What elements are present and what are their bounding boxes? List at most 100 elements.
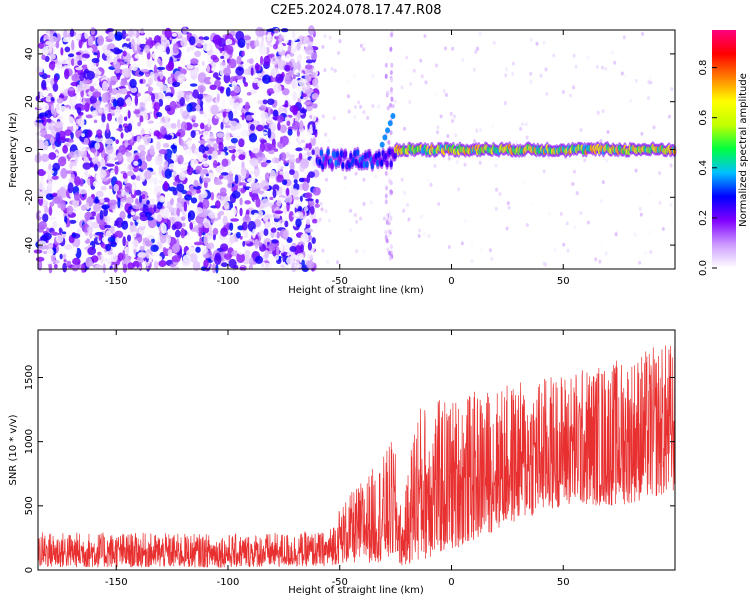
spectrogram-cell <box>91 221 100 229</box>
spectrogram-cell <box>387 35 391 41</box>
spectrogram-cell <box>387 140 391 146</box>
spectrogram-cell <box>272 83 282 94</box>
spectrogram-cells <box>33 25 677 274</box>
spectrogram-cell <box>247 66 251 76</box>
spectrogram-cell <box>195 103 201 112</box>
spectrogram-cell <box>443 46 447 51</box>
spectrogram-cell <box>202 186 206 195</box>
spectrogram-cell <box>186 103 193 113</box>
spectrogram-cell <box>105 38 113 43</box>
spectrogram-cell <box>214 254 222 265</box>
spectrogram-cell <box>356 149 360 157</box>
spectrogram-cell <box>94 264 104 269</box>
spectrogram-cell <box>382 134 388 141</box>
spectrogram-cell <box>195 246 201 253</box>
spectrogram-cell <box>176 207 180 218</box>
spectrogram-cell <box>548 211 552 216</box>
spectrogram-cell <box>170 122 177 129</box>
spectrogram-cell <box>139 79 144 84</box>
spectrogram-cell <box>605 158 609 163</box>
spectrogram-cell <box>158 259 167 268</box>
spectrogram-cell <box>53 110 57 117</box>
spectrogram-cell <box>111 88 118 96</box>
spectrogram-cell <box>218 174 224 180</box>
spectrogram-cell <box>292 74 296 80</box>
spectrogram-cell <box>177 91 185 96</box>
spectrogram-cell <box>266 37 272 42</box>
spectrogram-cell <box>221 98 226 109</box>
spectrogram-cell <box>289 161 295 172</box>
spectrogram-cell <box>455 160 459 165</box>
spectrogram-cell <box>305 198 314 202</box>
spectrogram-cell <box>217 112 223 118</box>
spectrogram-cell <box>84 211 93 221</box>
spectrogram-cell <box>96 50 100 60</box>
spectrogram-cell <box>262 99 268 105</box>
spectrogram-cell <box>658 171 662 176</box>
spectrogram-cell <box>385 185 389 191</box>
spectrogram-cell <box>268 150 275 155</box>
spectrogram-cell <box>93 203 102 213</box>
spectrogram-cell <box>47 41 55 46</box>
spectrogram-cell <box>170 73 175 78</box>
spectrogram-cell <box>45 169 54 175</box>
spectrogram-cell <box>407 217 411 222</box>
spectrogram-cell <box>306 174 311 184</box>
spectrogram-cell <box>289 246 297 252</box>
spectrogram-cell <box>386 54 390 60</box>
spectrogram-cell <box>298 177 305 183</box>
spectrogram-cell <box>286 120 291 127</box>
spectrogram-cell <box>505 226 509 231</box>
spectrogram-cell <box>391 104 395 109</box>
spectrogram-cell <box>203 163 209 167</box>
spectrogram-cell <box>260 139 267 144</box>
spectrogram-cell <box>180 227 185 239</box>
spectrogram-cell <box>220 55 225 60</box>
spectrogram-cell <box>39 89 43 99</box>
spectrogram-cell <box>390 62 394 68</box>
spectrogram-cell <box>600 240 604 245</box>
spectrogram-cell <box>385 213 389 219</box>
spectrogram-cell <box>147 235 155 240</box>
spectrogram-cell <box>209 138 217 142</box>
spectrogram-cell <box>137 222 146 227</box>
spectrogram-x-tick-label: -100 <box>217 276 240 287</box>
spectrogram-cell <box>84 30 89 40</box>
spectrogram-cell <box>190 58 199 65</box>
spectrogram-cell <box>100 158 106 167</box>
spectrogram-cell <box>319 149 324 157</box>
spectrogram-cell <box>309 205 315 215</box>
spectrogram-cell <box>488 248 492 253</box>
spectrogram-cell <box>264 249 270 259</box>
spectrogram-cell <box>420 214 424 219</box>
snr-x-tick-label: -100 <box>217 577 240 588</box>
spectrogram-cell <box>159 72 164 80</box>
spectrogram-cell <box>165 63 174 72</box>
spectrogram-cell <box>195 188 201 194</box>
spectrogram-cell <box>189 253 198 263</box>
spectrogram-cell <box>355 219 359 224</box>
spectrogram-cell <box>289 155 296 165</box>
spectrogram-cell <box>75 51 82 56</box>
spectrogram-cell <box>386 173 390 179</box>
spectrogram-cell <box>68 138 74 143</box>
spectrogram-cell <box>197 151 204 162</box>
spectrogram-cell <box>520 122 524 127</box>
spectrogram-cell <box>552 53 556 58</box>
spectrogram-cell <box>124 126 130 133</box>
spectrogram-cell <box>579 211 583 216</box>
spectrogram-cell <box>216 93 220 103</box>
spectrogram-cell <box>301 259 305 267</box>
spectrogram-cell <box>144 100 153 111</box>
spectrogram-cell <box>262 74 271 85</box>
snr-y-tick-label: 500 <box>24 496 35 515</box>
spectrogram-cell <box>210 104 219 115</box>
spectrogram-cell <box>132 204 141 210</box>
spectrogram-cell <box>107 257 112 267</box>
spectrogram-cell <box>435 63 439 68</box>
spectrogram-cell <box>91 44 98 54</box>
spectrogram-cell <box>78 189 87 195</box>
spectrogram-cell <box>190 197 198 204</box>
spectrogram-cell <box>251 120 259 126</box>
spectrogram-cell <box>634 168 638 173</box>
